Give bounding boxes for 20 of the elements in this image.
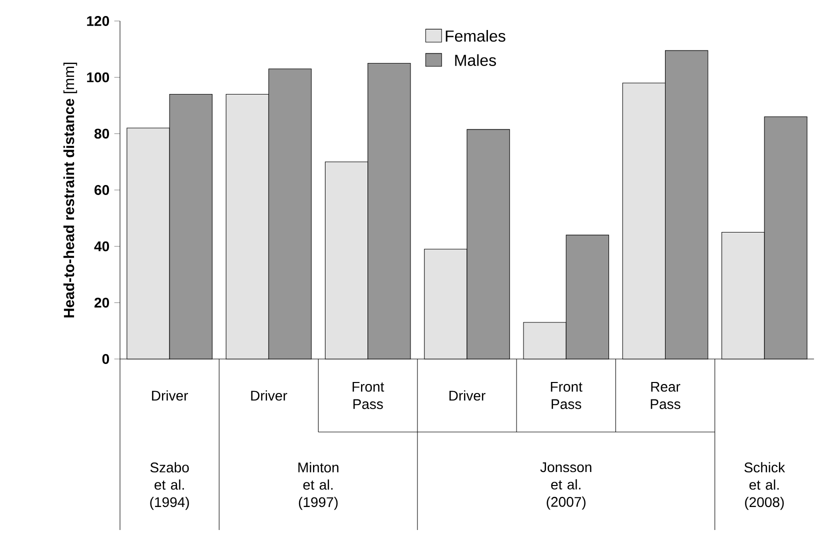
legend-label: Females xyxy=(446,30,506,42)
text: Jonsson et al. (2007) xyxy=(540,462,592,510)
x-tick-label: Front Pass xyxy=(352,382,384,410)
y-tick-label: 40 xyxy=(94,241,110,252)
text: Szabo et al. (1994) xyxy=(150,462,189,510)
y-axis-title: Head-to-head restraint distance [mm] xyxy=(63,62,78,318)
text: Minton et al. (1997) xyxy=(298,462,338,510)
legend-label: Males xyxy=(455,54,496,66)
y-tick-label: 80 xyxy=(94,128,110,139)
x-tick-label: Driver xyxy=(251,390,288,401)
y-tick-label: 0 xyxy=(102,354,110,364)
x-tick-label: Front Pass xyxy=(550,382,582,410)
y-tick-label: 120 xyxy=(87,16,110,26)
x-tick-label: Driver xyxy=(152,390,188,401)
x-tick-label: Driver xyxy=(449,390,486,401)
y-tick-label: 20 xyxy=(94,298,110,308)
text: Schick et al. (2008) xyxy=(744,462,786,510)
y-tick-label: 100 xyxy=(87,72,110,82)
x-tick-label: Rear Pass xyxy=(650,382,680,410)
y-tick-label: 60 xyxy=(94,185,110,195)
